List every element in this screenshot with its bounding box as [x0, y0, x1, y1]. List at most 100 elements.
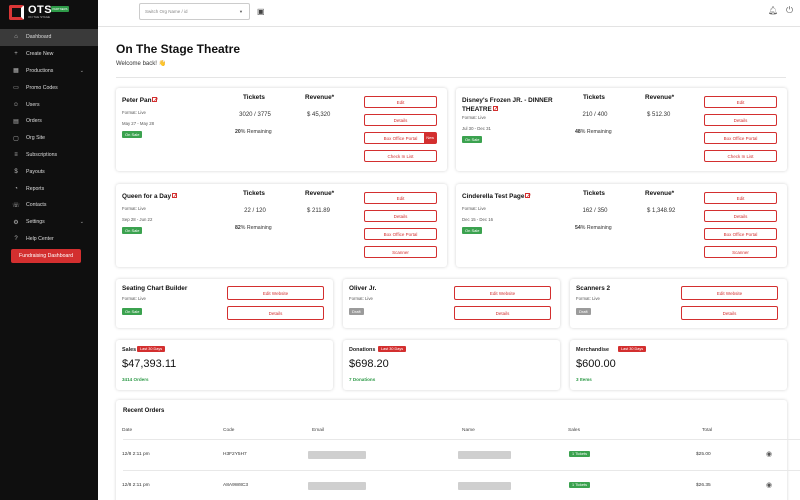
production-dates: May 27 - May 28 [122, 121, 155, 126]
edit-button[interactable]: Edit [704, 96, 777, 108]
edit-website-button[interactable]: Edit Website [227, 286, 324, 300]
revenue-header: Revenue* [305, 94, 335, 101]
external-link-icon[interactable]: ↗ [525, 193, 531, 199]
eye-icon[interactable]: ◉ [766, 451, 773, 458]
sidebar-item-settings[interactable]: ⚙ Settings ⌄ [0, 214, 98, 231]
production-format: Format: Live [122, 110, 146, 115]
external-link-icon[interactable]: ↗ [152, 97, 159, 103]
button-label: Edit [396, 195, 405, 201]
order-date: 12/8 2:11 pm [122, 483, 150, 488]
details-button[interactable]: Details [364, 210, 437, 222]
sidebar-item-label: Org Site [26, 135, 46, 142]
home-icon: ⌂ [14, 34, 18, 41]
production-dates: Sep 28 - Jun 22 [122, 217, 153, 222]
edit-button[interactable]: Edit [364, 96, 437, 108]
external-link-icon[interactable]: ↗ [492, 106, 499, 112]
production-name[interactable]: Scanners 2 [576, 284, 672, 293]
bell-icon[interactable]: 🔔︎ [768, 6, 779, 15]
external-link-icon[interactable]: ↗ [172, 193, 178, 199]
status-badge: Draft [349, 308, 364, 315]
redacted-name [458, 451, 511, 459]
stat-label: Merchandise [576, 347, 609, 353]
calendar-icon[interactable]: ▣ [257, 7, 265, 16]
production-name[interactable]: Seating Chart Builder [122, 284, 218, 293]
sidebar: OTS PARTNERS ON THE STAGE ⌂ Dashboard + Cre… [0, 0, 98, 500]
power-icon[interactable]: ⏻ [786, 5, 794, 15]
production-name[interactable]: Cinderella Test Page ↗ [462, 192, 558, 201]
button-label: Edit Website [489, 290, 516, 296]
box-office-portal-button[interactable]: Box Office Portal New [364, 132, 437, 144]
check-in-list-button[interactable]: Check In List [364, 150, 437, 162]
box-office-portal-button[interactable]: Box Office Portal [704, 132, 777, 144]
sidebar-item-productions[interactable]: ▦ Productions ⌄ [0, 63, 98, 80]
production-title: Cinderella Test Page [462, 193, 525, 200]
ots-logo[interactable]: OTS PARTNERS ON THE STAGE [9, 4, 69, 22]
box-office-portal-button[interactable]: Box Office Portal [704, 228, 777, 240]
production-title: Queen for a Day [122, 193, 172, 200]
recent-orders-title: Recent Orders [123, 408, 165, 414]
button-label: Details [393, 213, 408, 219]
sidebar-item-create-new[interactable]: + Create New [0, 46, 98, 63]
sidebar-item-users[interactable]: ☺ Users [0, 96, 98, 113]
sidebar-item-label: Subscriptions [26, 151, 58, 158]
column-header-sales: Sales [568, 428, 580, 433]
divider [116, 77, 786, 78]
stat-value: $600.00 [576, 358, 616, 370]
column-header-date: Date [122, 428, 133, 433]
eye-icon[interactable]: ◉ [766, 482, 773, 489]
production-card: Cinderella Test Page ↗ Format: Live Dec 15 … [456, 184, 787, 267]
box-office-portal-button[interactable]: Box Office Portal [364, 228, 437, 240]
sidebar-item-payouts[interactable]: $ Payouts [0, 163, 98, 180]
details-button[interactable]: Details [364, 114, 437, 126]
page-title: On The Stage Theatre [116, 42, 241, 56]
welcome-message: Welcome back! 👋 [116, 61, 167, 67]
contact-icon: ☏ [12, 202, 20, 209]
details-button[interactable]: Details [704, 210, 777, 222]
details-button[interactable]: Details [681, 306, 778, 320]
scanner-button[interactable]: Scanner [704, 246, 777, 258]
sidebar-item-help-center[interactable]: ? Help Center [0, 231, 98, 248]
stat-card-donations: Donations Last 30 Days $698.20 7 Donations [343, 340, 560, 390]
button-label: Edit [396, 99, 405, 105]
button-label: Edit Website [716, 290, 743, 296]
org-switcher-select[interactable]: Switch Org Name / id ▼ [139, 3, 250, 20]
sidebar-item-promo-codes[interactable]: ▭ Promo Codes [0, 79, 98, 96]
button-label: Scanner [392, 249, 409, 255]
edit-website-button[interactable]: Edit Website [681, 286, 778, 300]
production-name[interactable]: Disney's Frozen JR. - DINNER THEATRE ↗ [462, 96, 558, 114]
sidebar-item-orders[interactable]: ▤ Orders [0, 113, 98, 130]
chevron-down-icon: ⌄ [79, 67, 84, 74]
fundraising-dashboard-button[interactable]: Fundraising Dashboard [11, 249, 81, 263]
scanner-button[interactable]: Scanner [364, 246, 437, 258]
details-button[interactable]: Details [704, 114, 777, 126]
sidebar-item-subscriptions[interactable]: ≡ Subscriptions [0, 147, 98, 164]
sidebar-nav: ⌂ Dashboard + Create New ▦ Productions ⌄ ▭ Promo… [0, 29, 98, 247]
check-in-list-button[interactable]: Check In List [704, 150, 777, 162]
sidebar-item-dashboard[interactable]: ⌂ Dashboard [0, 29, 98, 46]
sidebar-item-org-site[interactable]: ▢ Org Site [0, 130, 98, 147]
sidebar-item-contacts[interactable]: ☏ Contacts [0, 197, 98, 214]
production-name[interactable]: Queen for a Day ↗ [122, 192, 218, 201]
details-button[interactable]: Details [454, 306, 551, 320]
edit-button[interactable]: Edit [364, 192, 437, 204]
org-switcher-placeholder: Switch Org Name / id [145, 9, 188, 14]
column-header-code: Code [223, 428, 235, 433]
button-label: Edit Website [262, 290, 289, 296]
edit-website-button[interactable]: Edit Website [454, 286, 551, 300]
sidebar-item-reports[interactable]: ◔ Reports [0, 180, 98, 197]
production-name[interactable]: Peter Pan ↗ [122, 96, 218, 105]
sidebar-item-label: Payouts [26, 168, 45, 175]
order-code: A8A9W8C3 [223, 483, 249, 488]
production-format: Format: Live [349, 296, 373, 301]
tickets-header: Tickets [243, 190, 265, 197]
edit-button[interactable]: Edit [704, 192, 777, 204]
revenue-value: $ 512.30 [647, 112, 671, 118]
revenue-value: $ 1,348.92 [647, 208, 676, 214]
status-badge: Draft [576, 308, 591, 315]
top-bar: Switch Org Name / id ▼ ▣ 🔔︎ ⏻ [98, 0, 800, 27]
period-badge: Last 30 Days [378, 346, 407, 352]
details-button[interactable]: Details [227, 306, 324, 320]
button-label: Scanner [732, 249, 749, 255]
production-name[interactable]: Oliver Jr. [349, 284, 445, 293]
remaining-label: % Remaining [240, 129, 272, 135]
